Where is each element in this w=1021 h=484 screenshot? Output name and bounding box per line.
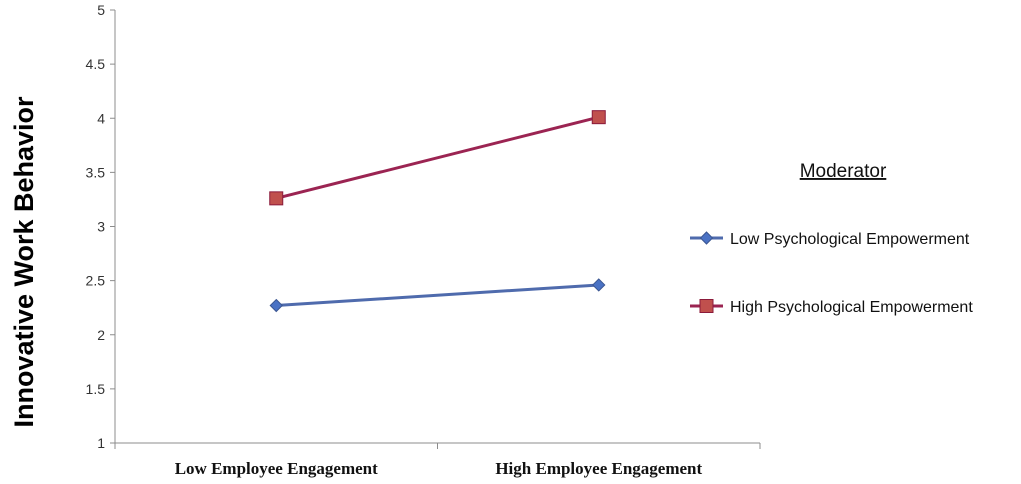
axes — [110, 9, 761, 449]
y-tick-label: 2.5 — [86, 273, 106, 289]
data-point-marker — [269, 298, 283, 313]
legend-entry: High Psychological Empowerment — [690, 299, 973, 316]
data-point-marker — [592, 278, 606, 292]
legend-entry: Low Psychological Empowerment — [690, 231, 970, 248]
data-point-marker — [269, 191, 284, 206]
x-category-label: Low Employee Engagement — [175, 459, 378, 478]
y-tick-label: 4.5 — [86, 56, 106, 72]
y-tick-label: 2 — [97, 327, 105, 343]
y-tick-label: 5 — [97, 2, 105, 18]
y-tick-label: 1.5 — [86, 381, 106, 397]
legend-label: High Psychological Empowerment — [730, 299, 973, 316]
legend-marker — [699, 299, 714, 313]
y-tick-label: 3 — [97, 219, 105, 235]
series-layer — [269, 110, 606, 313]
series-diamond — [269, 278, 606, 313]
x-category-labels: Low Employee Engagement High Employee Eng… — [175, 459, 703, 478]
legend-label: Low Psychological Empowerment — [730, 231, 970, 248]
y-axis-label: Innovative Work Behavior — [9, 96, 39, 428]
y-tick-label: 4 — [97, 110, 105, 126]
series-line — [276, 283, 599, 308]
legend-title: Moderator — [800, 161, 887, 182]
x-category-label: High Employee Engagement — [495, 459, 702, 478]
y-tick-labels: 1 1.5 2 2.5 3 3.5 4 4.5 5 — [86, 2, 106, 451]
y-tick-label: 3.5 — [86, 164, 106, 180]
legend: Moderator Low Psychological Empowerment H… — [690, 161, 973, 316]
series-square — [269, 110, 606, 206]
data-point-marker — [591, 110, 606, 125]
y-tick-label: 1 — [97, 435, 105, 451]
series-line — [275, 115, 600, 200]
legend-marker — [699, 231, 714, 245]
